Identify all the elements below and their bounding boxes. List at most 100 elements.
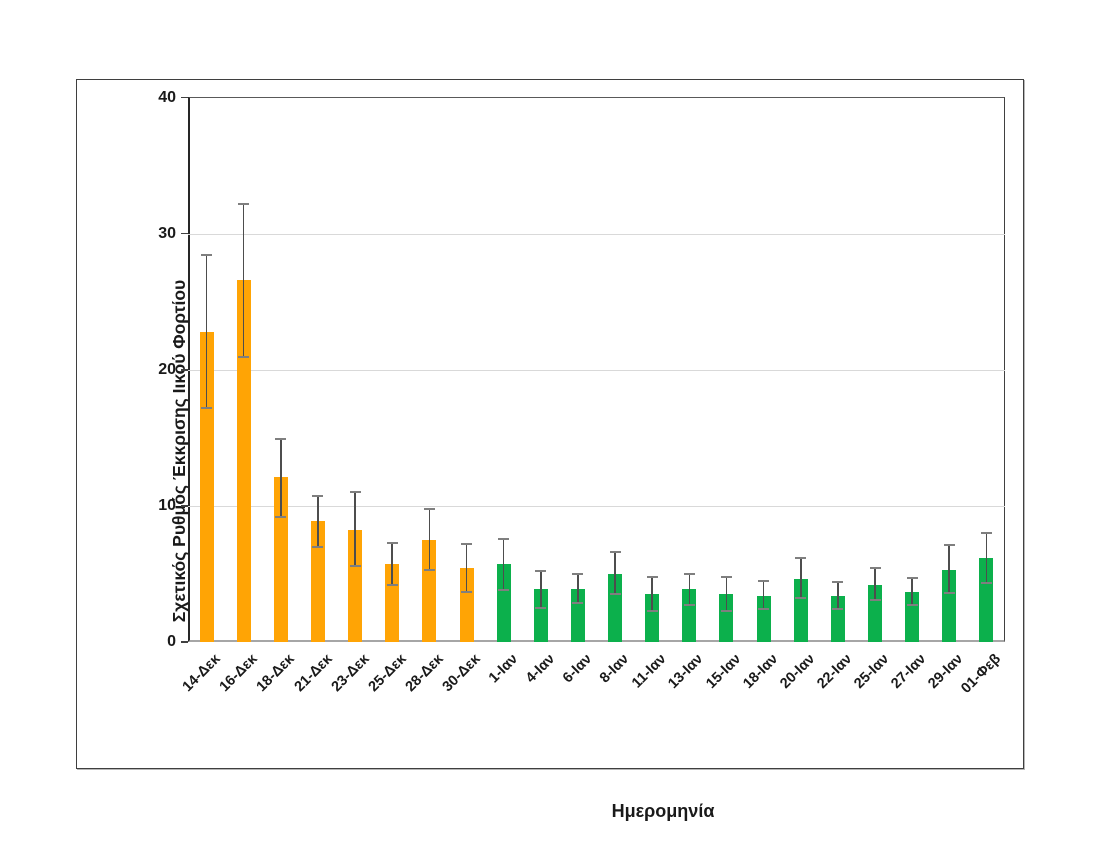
error-bar-cap-top [980, 532, 992, 535]
error-bar-cap-bottom [906, 604, 918, 607]
error-bar-line [577, 573, 579, 603]
error-bar-cap-bottom [683, 604, 695, 607]
bar [199, 331, 214, 642]
y-tick-label: 30 [158, 224, 176, 242]
gridline [188, 369, 1005, 371]
error-bar-cap-top [943, 544, 955, 547]
y-tick-label: 10 [158, 496, 176, 514]
error-bar-cap-top [275, 438, 287, 441]
bar [905, 591, 920, 642]
y-tick-mark [181, 96, 188, 99]
y-tick-mark [181, 232, 188, 235]
error-bar-cap-top [795, 556, 807, 559]
error-bar-cap-top [535, 570, 547, 573]
error-bar-cap-bottom [238, 356, 250, 359]
error-bar-line [614, 552, 616, 595]
error-bar-line [725, 576, 728, 611]
bar [496, 564, 511, 642]
bar [756, 595, 771, 642]
error-bar-line [799, 557, 802, 599]
error-bar-line [911, 578, 913, 606]
bar [830, 595, 845, 642]
error-bar-cap-bottom [758, 608, 770, 611]
error-bar-cap-top [386, 541, 398, 544]
bar [533, 588, 548, 642]
bar [793, 579, 808, 642]
error-bar-line [280, 439, 282, 517]
bar [273, 477, 288, 642]
error-bar-line [354, 492, 356, 566]
error-bar-cap-top [869, 567, 881, 570]
error-bar-cap-top [906, 577, 918, 580]
bar [942, 569, 957, 642]
error-bar-cap-top [720, 575, 732, 578]
error-bar-cap-bottom [498, 589, 510, 592]
error-bar-cap-top [349, 491, 361, 494]
error-bar-line [391, 542, 394, 585]
y-tick-label: 20 [158, 360, 176, 378]
error-bar-line [837, 582, 839, 610]
bar [719, 594, 734, 642]
error-bar-line [539, 571, 542, 608]
error-bar-cap-top [312, 495, 324, 498]
error-bar-cap-top [423, 507, 435, 510]
error-bar-cap-bottom [943, 591, 955, 594]
error-bar-cap-bottom [201, 406, 213, 409]
error-bar-cap-bottom [535, 606, 547, 609]
error-bar-cap-bottom [572, 601, 584, 604]
error-bar-line [688, 573, 691, 606]
bar [348, 530, 363, 642]
error-bar-cap-top [609, 551, 621, 554]
error-bar-cap-bottom [609, 593, 621, 596]
error-bar-cap-top [498, 537, 510, 540]
error-bar-cap-top [683, 572, 695, 575]
error-bar-line [428, 508, 431, 570]
y-tick-mark [181, 641, 188, 643]
error-bar-cap-bottom [349, 564, 361, 567]
error-bar-cap-top [832, 581, 844, 584]
error-bar-cap-bottom [980, 582, 992, 585]
error-bar-line [874, 568, 876, 600]
x-axis-title: Ημερομηνία [611, 801, 715, 821]
error-bar-cap-top [646, 575, 658, 578]
bar [979, 557, 994, 642]
error-bar-cap-top [461, 542, 473, 545]
error-bar-line [948, 545, 951, 593]
error-bar-cap-bottom [386, 583, 398, 586]
y-tick-mark [181, 505, 188, 507]
error-bar-cap-top [238, 202, 250, 205]
error-bar-cap-top [572, 572, 584, 575]
error-bar-cap-bottom [461, 590, 473, 593]
y-tick-label: 40 [158, 88, 176, 106]
error-bar-cap-top [758, 579, 770, 582]
error-bar-cap-bottom [423, 568, 435, 571]
gridline [188, 505, 1005, 507]
y-tick-label: 0 [167, 633, 176, 650]
bar [422, 539, 437, 642]
error-bar-line [465, 543, 468, 592]
bar [682, 588, 697, 642]
error-bar-line [205, 255, 208, 408]
gridline [188, 233, 1005, 235]
bar [385, 564, 400, 642]
error-bar-cap-bottom [275, 515, 287, 518]
error-bar-cap-bottom [795, 597, 807, 600]
bar [459, 568, 474, 642]
error-bar-line [502, 538, 505, 591]
bar [236, 279, 251, 642]
y-axis-title: Σχετικός Ρυθμός Έκκρισης Ιικού Φορτίου [169, 279, 189, 623]
error-bar-line [762, 580, 765, 610]
error-bar-cap-bottom [312, 545, 324, 548]
error-bar-cap-bottom [720, 609, 732, 612]
error-bar-cap-bottom [646, 609, 658, 612]
error-bar-line [317, 496, 319, 547]
y-tick-mark [181, 369, 188, 371]
bar [608, 573, 623, 642]
error-bar-line [651, 576, 653, 611]
bar [645, 594, 660, 642]
error-bar-line [242, 203, 245, 358]
error-bar-cap-bottom [869, 598, 881, 601]
error-bar-cap-bottom [832, 608, 844, 611]
bar [310, 520, 325, 642]
